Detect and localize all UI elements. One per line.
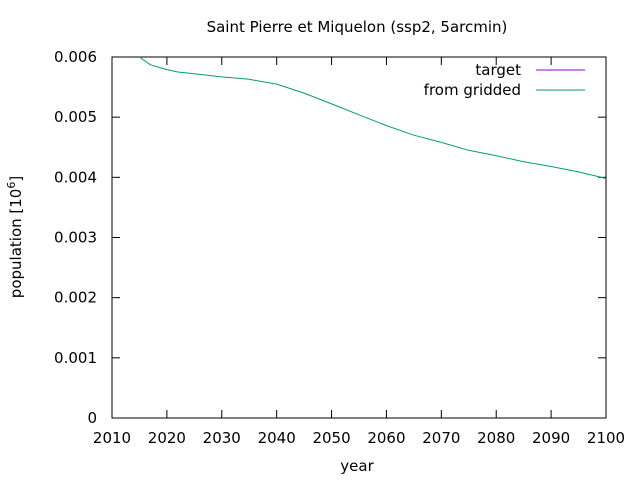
- y-tick-label: 0.005: [54, 108, 97, 126]
- legend-label: from gridded: [424, 81, 521, 99]
- x-tick-label: 2040: [258, 429, 296, 447]
- y-tick-label: 0.002: [54, 289, 97, 307]
- legend: target from gridded: [424, 61, 585, 99]
- x-tick-label: 2100: [587, 429, 625, 447]
- x-tick-label: 2010: [93, 429, 131, 447]
- x-tick-label: 2050: [312, 429, 350, 447]
- series-line: [139, 56, 607, 179]
- y-tick-label: 0.004: [54, 168, 97, 186]
- x-tick-label: 2060: [367, 429, 405, 447]
- x-tick-label: 2020: [148, 429, 186, 447]
- x-tick-label: 2090: [532, 429, 570, 447]
- x-tick-label: 2070: [422, 429, 460, 447]
- y-axis-label-main: population [10: [7, 189, 25, 299]
- x-tick-label: 2080: [477, 429, 515, 447]
- x-axis-label: year: [340, 457, 374, 475]
- y-tick-label: 0.001: [54, 349, 97, 367]
- x-axis: 2010 2020 2030 2040 2050 2060 2070 2080 2090 2100: [93, 57, 625, 447]
- y-tick-label: 0.006: [54, 48, 97, 66]
- y-axis-label-exponent: 6: [5, 182, 18, 189]
- plot-frame: [111, 56, 607, 419]
- legend-label: target: [475, 61, 521, 79]
- y-tick-label: 0: [87, 409, 97, 427]
- chart-title: Saint Pierre et Miquelon (ssp2, 5arcmin): [207, 18, 508, 36]
- x-tick-label: 2030: [203, 429, 241, 447]
- series-lines: [139, 56, 607, 179]
- y-tick-label: 0.003: [54, 229, 97, 247]
- y-axis-label-close: ]: [7, 176, 25, 182]
- y-axis-label: population [106]: [5, 176, 25, 298]
- y-axis: 0 0.001 0.002 0.003 0.004 0.005 0.006: [54, 48, 606, 427]
